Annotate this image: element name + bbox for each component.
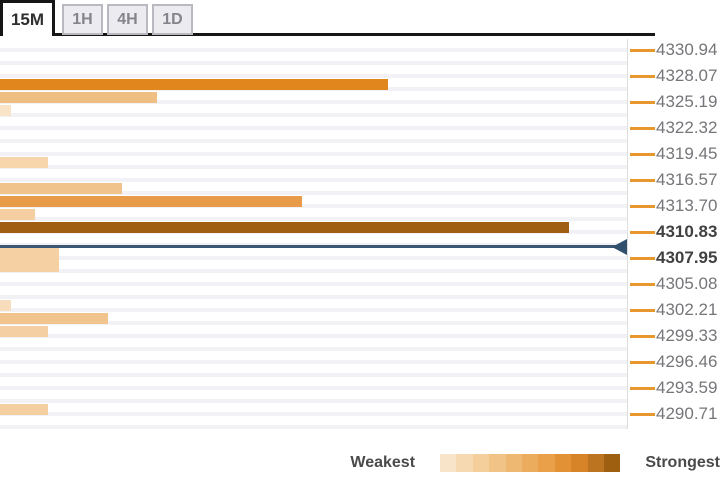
axis-tick-icon	[630, 386, 655, 390]
gradient-cell	[571, 454, 588, 472]
price-label: 4313.70	[630, 196, 717, 216]
confluence-bar	[0, 248, 59, 272]
confluence-bar	[0, 326, 48, 337]
price-label-text: 4296.46	[656, 352, 718, 371]
price-label-text: 4293.59	[656, 378, 718, 397]
current-price-line	[0, 245, 616, 248]
price-label-text: 4313.70	[656, 196, 718, 215]
price-label-text: 4319.45	[656, 144, 718, 163]
legend-weakest-label: Weakest	[350, 454, 416, 471]
axis-tick-icon	[630, 256, 655, 260]
axis-tick-icon	[630, 126, 655, 130]
tabbar-underline	[52, 33, 655, 36]
price-label: 4293.59	[630, 378, 717, 398]
price-label-text: 4325.19	[656, 92, 718, 111]
confluence-bar	[0, 300, 11, 311]
strength-gradient-swatch	[440, 454, 621, 472]
price-label: 4322.32	[630, 118, 717, 138]
plot-area	[0, 39, 628, 429]
axis-tick-icon	[630, 48, 655, 52]
price-label: 4302.21	[630, 300, 717, 320]
gradient-cell	[587, 454, 604, 472]
confluence-bar	[0, 313, 108, 324]
price-label: 4328.07	[630, 66, 717, 86]
current-price-arrow-icon	[612, 238, 627, 255]
price-label: 4290.71	[630, 404, 717, 424]
price-label: 4316.57	[630, 170, 717, 190]
confluence-bar	[0, 183, 122, 194]
strength-legend: Weakest Strongest	[350, 452, 720, 474]
axis-tick-icon	[630, 100, 655, 104]
price-label-text: 4322.32	[656, 118, 718, 137]
confluence-bar	[0, 157, 48, 168]
price-label: 4310.83	[630, 222, 717, 242]
axis-tick-icon	[630, 360, 655, 364]
price-label: 4307.95	[630, 248, 717, 268]
price-label: 4305.08	[630, 274, 717, 294]
price-label-text: 4310.83	[656, 222, 718, 241]
price-label-text: 4307.95	[656, 248, 718, 267]
price-label-text: 4330.94	[656, 40, 718, 59]
legend-strongest-label: Strongest	[645, 454, 720, 471]
tab-15m[interactable]: 15M	[0, 0, 55, 36]
gradient-cell	[456, 454, 473, 472]
confluence-bar	[0, 222, 569, 233]
confluence-bar	[0, 404, 48, 415]
axis-tick-icon	[630, 308, 655, 312]
tab-1d[interactable]: 1D	[152, 4, 193, 35]
axis-tick-icon	[630, 204, 655, 208]
price-label: 4325.19	[630, 92, 717, 112]
price-label-text: 4305.08	[656, 274, 718, 293]
confluence-bar	[0, 79, 388, 90]
price-label: 4299.33	[630, 326, 717, 346]
price-label: 4296.46	[630, 352, 717, 372]
price-label-text: 4316.57	[656, 170, 718, 189]
axis-tick-icon	[630, 230, 655, 234]
axis-tick-icon	[630, 152, 655, 156]
gradient-cell	[489, 454, 506, 472]
axis-tick-icon	[630, 178, 655, 182]
confluence-bar	[0, 196, 302, 207]
tab-1h[interactable]: 1H	[62, 4, 103, 35]
axis-tick-icon	[630, 412, 655, 416]
gradient-cell	[440, 454, 457, 472]
price-label: 4330.94	[630, 40, 717, 60]
axis-tick-icon	[630, 74, 655, 78]
price-label-text: 4328.07	[656, 66, 718, 85]
axis-tick-icon	[630, 282, 655, 286]
confluence-bar	[0, 105, 11, 116]
gradient-cell	[521, 454, 539, 472]
gradient-cell	[505, 454, 522, 472]
axis-tick-icon	[630, 334, 655, 338]
gradient-cell	[472, 454, 490, 472]
gradient-cell	[554, 454, 572, 472]
tab-4h[interactable]: 4H	[107, 4, 148, 35]
price-label-text: 4290.71	[656, 404, 718, 423]
gradient-cell	[603, 454, 621, 472]
price-label-text: 4299.33	[656, 326, 718, 345]
gradient-cell	[538, 454, 555, 472]
confluence-bar	[0, 209, 35, 220]
confluence-bar	[0, 92, 157, 103]
price-label: 4319.45	[630, 144, 717, 164]
price-label-text: 4302.21	[656, 300, 718, 319]
